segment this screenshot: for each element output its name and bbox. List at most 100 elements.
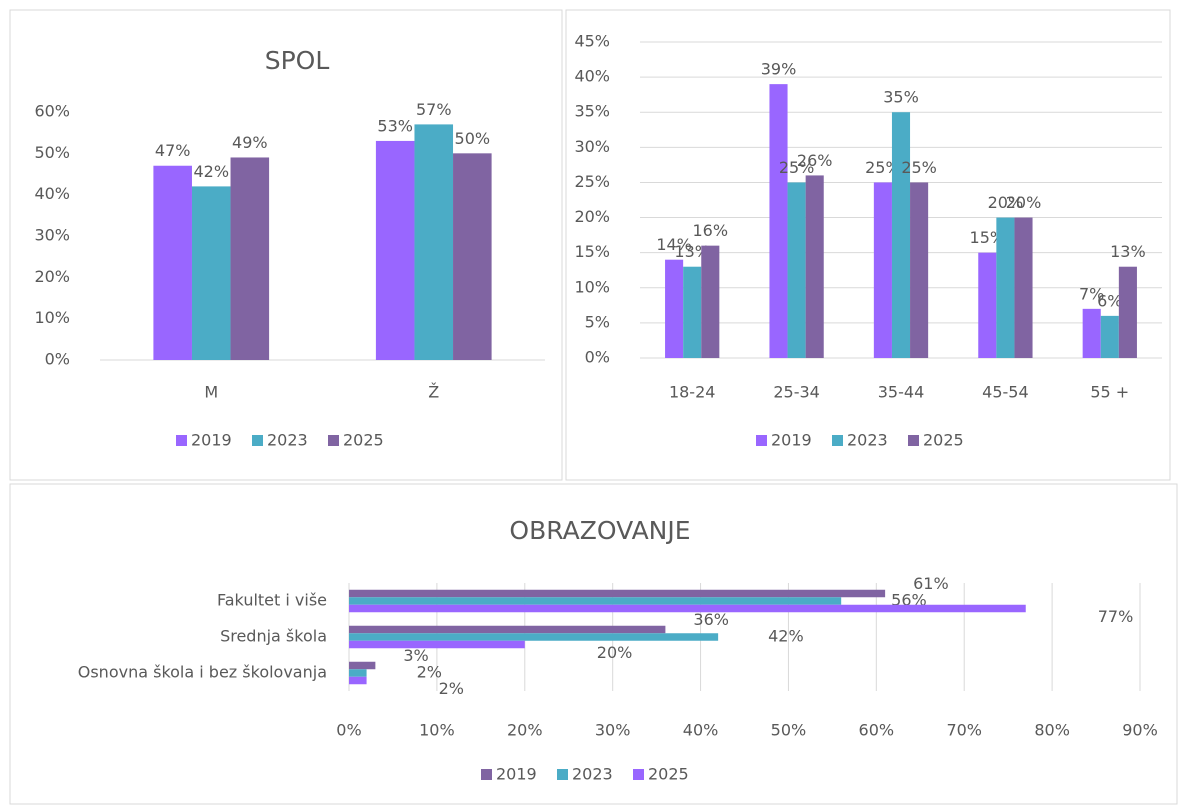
y-tick-label: 0% xyxy=(45,350,70,369)
data-label: 20% xyxy=(597,643,633,662)
y-tick-label: 40% xyxy=(574,67,610,86)
data-label: 16% xyxy=(693,221,729,240)
panel xyxy=(565,9,1171,481)
x-tick-label: 25-34 xyxy=(773,383,820,402)
legend-swatch xyxy=(252,435,263,446)
legend-swatch xyxy=(328,435,339,446)
x-tick-label: 0% xyxy=(336,721,361,740)
data-label: 61% xyxy=(913,574,949,593)
x-tick-label: M xyxy=(204,383,218,402)
bar xyxy=(665,259,684,358)
x-tick-label: 55 + xyxy=(1090,383,1129,402)
bar xyxy=(978,252,997,358)
y-tick-label: 20% xyxy=(574,207,610,226)
x-tick-label: 50% xyxy=(771,721,807,740)
bar xyxy=(375,140,415,360)
y-tick-label: 30% xyxy=(34,226,70,245)
x-tick-label: 40% xyxy=(683,721,719,740)
bar xyxy=(873,182,892,358)
y-tick-label: Fakultet i više xyxy=(217,591,327,610)
y-tick-label: 50% xyxy=(34,143,70,162)
y-tick-label: 45% xyxy=(574,32,610,51)
bar xyxy=(910,182,929,358)
data-label: 20% xyxy=(988,193,1024,212)
bar xyxy=(453,153,492,360)
x-tick-label: 20% xyxy=(507,721,543,740)
data-label: 42% xyxy=(768,627,804,646)
data-label: 39% xyxy=(761,60,797,79)
data-label: 53% xyxy=(377,116,413,135)
y-tick-label: 35% xyxy=(574,102,610,121)
bar xyxy=(349,625,666,634)
bar xyxy=(230,157,270,360)
y-tick-label: 60% xyxy=(34,102,70,121)
data-label: 13% xyxy=(674,242,710,261)
panel xyxy=(9,483,1178,805)
y-tick-label: 40% xyxy=(34,184,70,203)
data-label: 57% xyxy=(416,100,452,119)
data-label: 77% xyxy=(1098,607,1134,626)
bar xyxy=(349,597,842,605)
bar xyxy=(1100,315,1119,358)
y-tick-label: Srednja škola xyxy=(220,627,327,646)
data-label: 25% xyxy=(779,158,815,177)
data-label: 47% xyxy=(155,141,191,160)
data-label: 25% xyxy=(901,158,937,177)
legend-label: 2019 xyxy=(771,431,812,450)
legend-swatch xyxy=(832,435,843,446)
y-tick-label: 0% xyxy=(585,348,610,367)
data-label: 2% xyxy=(439,679,464,698)
legend-label: 2019 xyxy=(191,431,232,450)
legend-label: 2025 xyxy=(343,431,384,450)
chart-title: OBRAZOVANJE xyxy=(509,516,690,545)
bar xyxy=(349,676,367,685)
x-tick-label: 30% xyxy=(595,721,631,740)
data-label: 42% xyxy=(193,162,229,181)
legend-swatch xyxy=(557,769,568,780)
legend-swatch xyxy=(481,769,492,780)
legend-label: 2023 xyxy=(267,431,308,450)
y-tick-label: 20% xyxy=(34,267,70,286)
x-tick-label: 90% xyxy=(1122,721,1158,740)
bar xyxy=(787,182,806,358)
data-label: 35% xyxy=(883,88,919,107)
bar xyxy=(683,266,702,358)
legend-label: 2023 xyxy=(847,431,888,450)
bar xyxy=(996,217,1015,358)
bar xyxy=(769,84,788,358)
data-label: 2% xyxy=(417,663,442,682)
bar xyxy=(349,604,1026,613)
data-label: 3% xyxy=(403,646,428,665)
data-label: 15% xyxy=(970,228,1006,247)
bar xyxy=(805,175,824,358)
data-label: 7% xyxy=(1079,284,1104,303)
legend-swatch xyxy=(756,435,767,446)
data-label: 50% xyxy=(455,129,491,148)
bar xyxy=(349,633,719,641)
x-tick-label: 70% xyxy=(946,721,982,740)
legend-label: 2025 xyxy=(923,431,964,450)
data-label: 6% xyxy=(1097,291,1122,310)
chart-title: SPOL xyxy=(265,46,330,75)
legend-swatch xyxy=(176,435,187,446)
x-tick-label: 18-24 xyxy=(669,383,716,402)
x-tick-label: 45-54 xyxy=(982,383,1029,402)
legend-label: 2025 xyxy=(648,765,689,784)
bar xyxy=(414,124,454,361)
bar xyxy=(1082,308,1101,358)
y-tick-label: 10% xyxy=(574,277,610,296)
data-label: 14% xyxy=(656,235,692,254)
bar xyxy=(349,640,525,649)
bar xyxy=(349,669,367,677)
x-tick-label: 60% xyxy=(859,721,895,740)
data-label: 13% xyxy=(1110,242,1146,261)
data-label: 49% xyxy=(232,133,268,152)
y-tick-label: 15% xyxy=(574,242,610,261)
legend-swatch xyxy=(908,435,919,446)
y-tick-label: 5% xyxy=(585,312,610,331)
y-tick-label: Osnovna škola i bez školovanja xyxy=(78,663,327,682)
legend-label: 2019 xyxy=(496,765,537,784)
legend-swatch xyxy=(633,769,644,780)
x-tick-label: 35-44 xyxy=(878,383,925,402)
